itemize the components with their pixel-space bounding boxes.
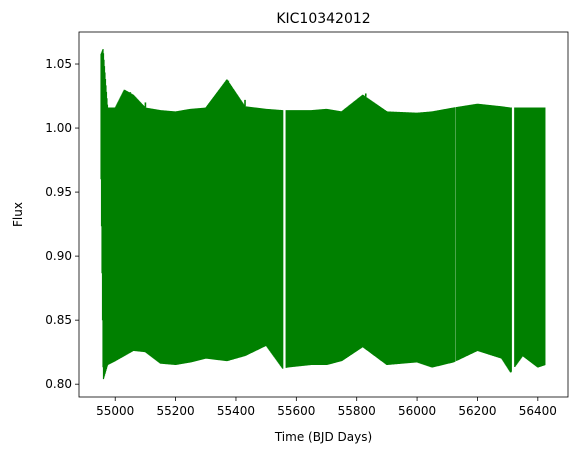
- x-axis-label: Time (BJD Days): [274, 430, 372, 444]
- x-tick-label: 56000: [398, 404, 436, 418]
- x-tick-label: 55000: [96, 404, 134, 418]
- x-axis: 55000 55200 55400 55600 55800 56000 56200 56400: [96, 397, 557, 418]
- y-tick-label: 0.85: [45, 313, 72, 327]
- y-tick-label: 0.95: [45, 185, 72, 199]
- plot-area: [100, 48, 546, 380]
- x-tick-label: 55400: [217, 404, 255, 418]
- x-tick-label: 55200: [156, 404, 194, 418]
- x-tick-label: 56200: [458, 404, 496, 418]
- y-axis: 0.80 0.85 0.90 0.95 1.00 1.05: [45, 57, 79, 391]
- y-tick-label: 1.00: [45, 121, 72, 135]
- chart-title: KIC10342012: [276, 11, 370, 27]
- y-tick-label: 1.05: [45, 57, 72, 71]
- y-axis-label: Flux: [11, 202, 25, 227]
- x-tick-label: 55800: [338, 404, 376, 418]
- flux-series-line: [100, 48, 546, 380]
- y-tick-label: 0.80: [45, 377, 72, 391]
- y-tick-label: 0.90: [45, 249, 72, 263]
- x-tick-label: 55600: [277, 404, 315, 418]
- x-tick-label: 56400: [519, 404, 557, 418]
- axes-frame: [78, 31, 569, 398]
